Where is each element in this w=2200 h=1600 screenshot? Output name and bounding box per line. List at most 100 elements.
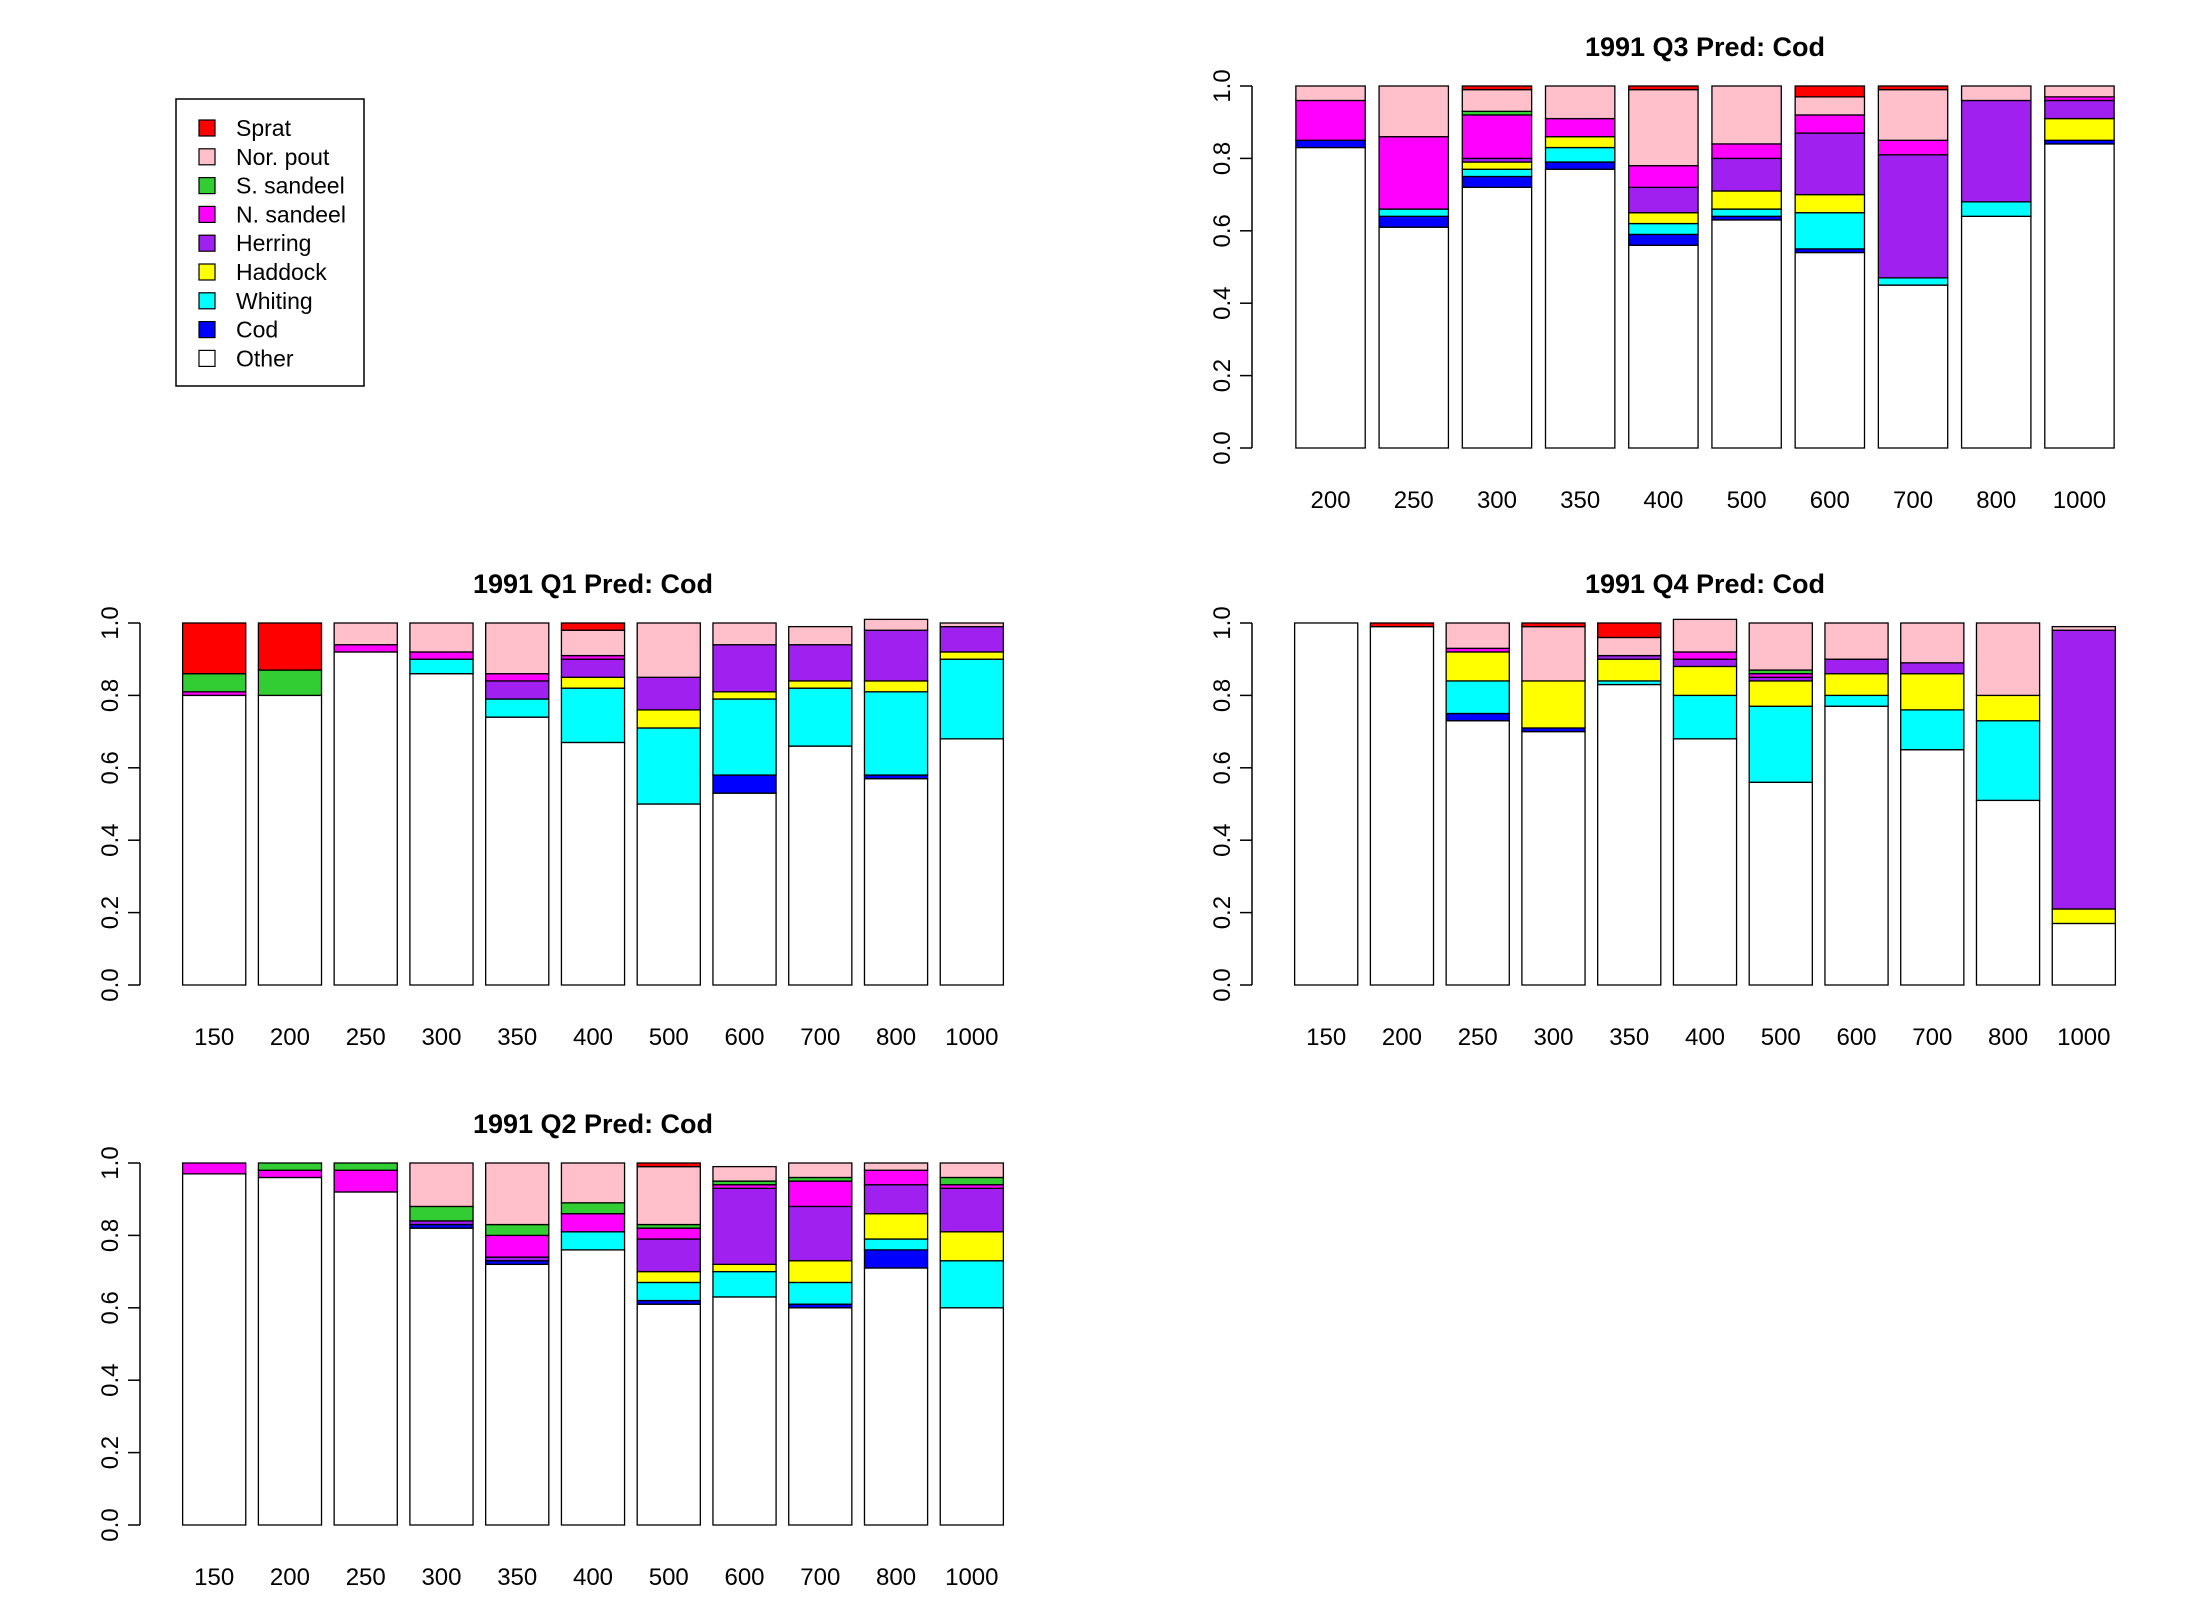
bar-segment-n-sandeel [409,651,474,660]
bar-500 [636,1162,701,1526]
bar-segment-herring [939,1187,1005,1233]
bar-500 [636,622,701,986]
bar-segment-nor-pout [1445,622,1510,649]
bar-250 [1378,85,1450,449]
bar-segment-nor-pout [409,1162,474,1208]
x-tick-label: 300 [1477,487,1517,514]
bar-segment-sprat [257,622,323,671]
bar-segment-sprat [1369,622,1435,628]
bar-segment-herring [1628,186,1699,214]
bar-segment-nor-pout [333,622,398,646]
bar-segment-haddock [863,1213,929,1240]
legend-label: Other [236,345,294,371]
bar-segment-other [333,651,398,986]
bar-segment-haddock [1461,161,1533,170]
bar-segment-cod [1628,233,1699,246]
bar-350 [1544,85,1616,449]
bar-segment-herring [712,1187,777,1266]
bar-segment-whiting [863,1238,929,1251]
bar-segment-other [788,1307,853,1526]
bar-400 [560,1162,626,1526]
bar-segment-other [560,741,626,986]
bar-segment-whiting [636,1281,701,1302]
bar-segment-s-sandeel [560,1202,626,1215]
bar-segment-other [712,792,777,986]
bar-segment-s-sandeel [257,1162,323,1171]
bar-segment-haddock [712,691,777,700]
legend-swatch [198,234,216,252]
bar-segment-whiting [409,658,474,675]
bar-segment-whiting [788,687,853,747]
legend-item-sprat: Sprat [198,115,292,141]
bar-300 [1461,85,1533,449]
bar-segment-haddock [1521,680,1586,729]
x-tick-label: 800 [876,1564,916,1591]
bar-segment-sprat [560,622,626,631]
bar-200 [257,1162,323,1526]
bar-segment-cod [1445,712,1510,722]
bar-segment-other [1445,720,1510,986]
bar-segment-other [1672,738,1738,986]
x-tick-label: 250 [346,1564,386,1591]
bar-segment-whiting [1628,222,1699,236]
bar-segment-sprat [1597,622,1662,639]
y-tick-label: 0.2 [97,896,124,929]
bar-segment-haddock [2044,117,2115,141]
bar-segment-other [1748,781,1813,986]
y-tick-label: 0.2 [1209,359,1236,392]
legend-label: S. sandeel [236,173,345,199]
legend-label: Nor. pout [236,144,330,170]
bar-segment-haddock [712,1263,777,1273]
bar-segment-s-sandeel [257,669,323,697]
bar-segment-nor-pout [1378,85,1450,138]
x-tick-label: 1000 [2053,487,2106,514]
bar-segment-sprat [1628,85,1699,91]
x-tick-label: 150 [194,1024,234,1051]
x-tick-label: 800 [876,1024,916,1051]
bar-segment-whiting [712,1270,777,1298]
bar-segment-herring [788,1205,853,1262]
bar-segment-herring [863,1184,929,1215]
bar-segment-whiting [1960,201,2032,217]
bar-segment-haddock [1628,212,1699,225]
bar-segment-other [1824,705,1889,986]
chart-panel-1: 1991 Q3 Pred: Cod 0.0 0.2 0.4 0.6 0.8 1.0 200 25… [1209,32,2115,514]
chart-panel-2: 1991 Q1 Pred: Cod 0.0 0.2 0.4 0.6 0.8 1.0 150 20… [97,569,1005,1051]
legend-swatch [198,263,216,281]
bar-segment-nor-pout [1960,85,2032,102]
bar-200 [1295,85,1366,449]
x-tick-label: 300 [1533,1024,1573,1051]
legend-swatch [198,148,216,166]
bar-segment-herring [560,658,626,678]
bar-segment-haddock [1975,694,2041,722]
bar-400 [560,622,626,986]
bar-segment-nor-pout [485,1162,550,1226]
legend-item-whiting: Whiting [198,288,313,314]
bar-600 [1794,85,1866,449]
chart-title: 1991 Q3 Pred: Cod [1585,32,1825,62]
bar-segment-other [485,716,550,986]
bar-segment-sprat [1877,85,1949,91]
bar-segment-n-sandeel [636,1227,701,1240]
bar-segment-nor-pout [636,622,701,678]
y-tick-label: 1.0 [97,606,124,639]
bar-segment-n-sandeel [1378,136,1450,210]
bar-segment-nor-pout [863,618,929,631]
y-tick-label: 0.0 [97,968,124,1001]
bar-segment-n-sandeel [1794,114,1866,134]
bar-segment-cod [1544,161,1616,170]
bar-350 [485,1162,550,1526]
legend-item-other: Other [198,345,294,371]
bar-600 [1824,622,1889,986]
bar-segment-other [939,1307,1005,1526]
x-tick-label: 600 [724,1024,764,1051]
bar-segment-other [1461,186,1533,449]
bar-segment-whiting [939,658,1005,740]
bar-segment-other [1369,625,1435,986]
bar-segment-nor-pout [560,629,626,657]
bar-segment-whiting [1711,208,1782,217]
bar-segment-herring [1672,658,1738,668]
legend-swatch [198,205,216,223]
bar-segment-other [1877,284,1949,449]
bar-segment-haddock [636,1270,701,1284]
